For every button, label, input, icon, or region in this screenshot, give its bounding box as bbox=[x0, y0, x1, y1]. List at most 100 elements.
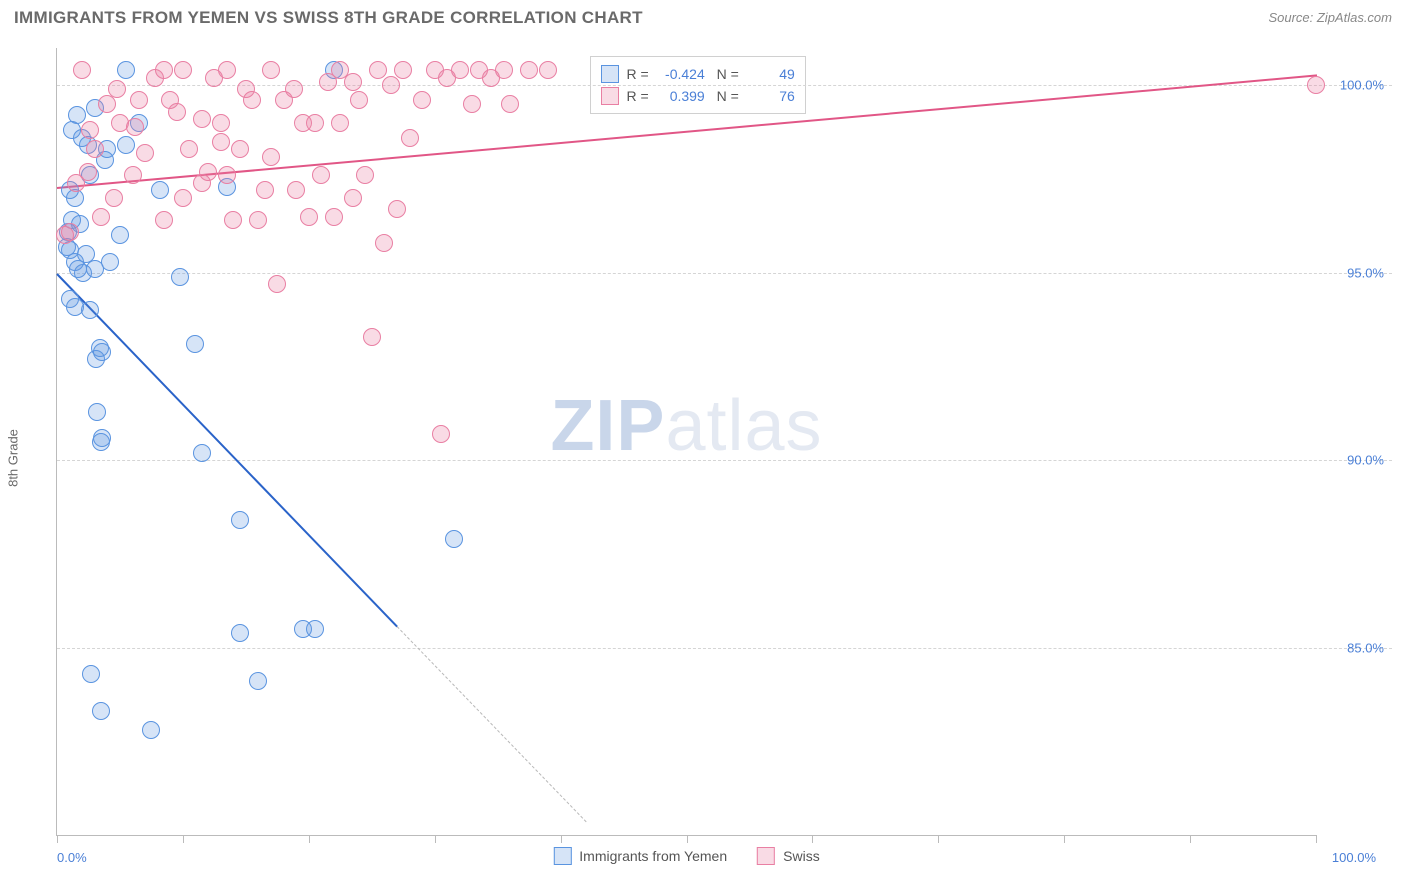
data-point-swiss bbox=[344, 73, 362, 91]
data-point-swiss bbox=[218, 166, 236, 184]
watermark-bold: ZIP bbox=[550, 386, 665, 466]
data-point-swiss bbox=[375, 234, 393, 252]
legend-item: Immigrants from Yemen bbox=[553, 847, 727, 865]
gridline-h bbox=[57, 460, 1392, 461]
data-point-yemen bbox=[306, 620, 324, 638]
data-point-swiss bbox=[205, 69, 223, 87]
data-point-swiss bbox=[224, 211, 242, 229]
data-point-yemen bbox=[231, 511, 249, 529]
data-point-yemen bbox=[249, 672, 267, 690]
data-point-yemen bbox=[231, 624, 249, 642]
x-tick bbox=[938, 835, 939, 843]
data-point-yemen bbox=[68, 106, 86, 124]
chart-container: 8th Grade ZIPatlas R =-0.424 N =49R =0.3… bbox=[14, 38, 1392, 878]
data-point-yemen bbox=[82, 665, 100, 683]
legend-item: Swiss bbox=[757, 847, 820, 865]
y-axis-label: 8th Grade bbox=[5, 429, 20, 487]
data-point-swiss bbox=[155, 211, 173, 229]
data-point-swiss bbox=[344, 189, 362, 207]
trendline-extension bbox=[397, 626, 587, 822]
data-point-swiss bbox=[501, 95, 519, 113]
x-tick bbox=[1190, 835, 1191, 843]
data-point-yemen bbox=[81, 301, 99, 319]
data-point-swiss bbox=[463, 95, 481, 113]
data-point-swiss bbox=[212, 133, 230, 151]
data-point-swiss bbox=[325, 208, 343, 226]
data-point-yemen bbox=[151, 181, 169, 199]
data-point-swiss bbox=[256, 181, 274, 199]
data-point-yemen bbox=[142, 721, 160, 739]
data-point-swiss bbox=[319, 73, 337, 91]
data-point-swiss bbox=[130, 91, 148, 109]
legend-swatch-swiss bbox=[601, 87, 619, 105]
data-point-yemen bbox=[101, 253, 119, 271]
correlation-row-yemen: R =-0.424 N =49 bbox=[601, 63, 795, 85]
x-tick bbox=[183, 835, 184, 843]
plot-area: ZIPatlas R =-0.424 N =49R =0.399 N =76 0… bbox=[56, 48, 1316, 836]
data-point-swiss bbox=[287, 181, 305, 199]
y-tick-label: 100.0% bbox=[1340, 78, 1384, 93]
data-point-swiss bbox=[413, 91, 431, 109]
data-point-swiss bbox=[56, 226, 74, 244]
data-point-swiss bbox=[363, 328, 381, 346]
data-point-swiss bbox=[108, 80, 126, 98]
n-value-yemen: 49 bbox=[747, 63, 795, 85]
gridline-h bbox=[57, 648, 1392, 649]
data-point-yemen bbox=[445, 530, 463, 548]
data-point-yemen bbox=[186, 335, 204, 353]
r-label: R = bbox=[627, 63, 649, 85]
x-tick bbox=[1316, 835, 1317, 843]
data-point-swiss bbox=[350, 91, 368, 109]
data-point-swiss bbox=[136, 144, 154, 162]
data-point-yemen bbox=[193, 444, 211, 462]
data-point-swiss bbox=[262, 148, 280, 166]
r-label: R = bbox=[627, 85, 649, 107]
y-tick-label: 95.0% bbox=[1347, 265, 1384, 280]
data-point-swiss bbox=[193, 110, 211, 128]
data-point-swiss bbox=[67, 174, 85, 192]
legend-label: Swiss bbox=[783, 848, 820, 864]
data-point-swiss bbox=[98, 95, 116, 113]
data-point-swiss bbox=[174, 61, 192, 79]
data-point-swiss bbox=[306, 114, 324, 132]
data-point-swiss bbox=[212, 114, 230, 132]
source-name: ZipAtlas.com bbox=[1317, 10, 1392, 25]
y-tick-label: 85.0% bbox=[1347, 640, 1384, 655]
data-point-swiss bbox=[126, 118, 144, 136]
data-point-swiss bbox=[146, 69, 164, 87]
data-point-swiss bbox=[394, 61, 412, 79]
r-value-yemen: -0.424 bbox=[657, 63, 705, 85]
data-point-yemen bbox=[111, 226, 129, 244]
y-tick-label: 90.0% bbox=[1347, 453, 1384, 468]
chart-title: IMMIGRANTS FROM YEMEN VS SWISS 8TH GRADE… bbox=[14, 8, 643, 28]
data-point-yemen bbox=[117, 61, 135, 79]
data-point-swiss bbox=[356, 166, 374, 184]
data-point-swiss bbox=[193, 174, 211, 192]
data-point-swiss bbox=[168, 103, 186, 121]
data-point-swiss bbox=[482, 69, 500, 87]
source-label: Source: ZipAtlas.com bbox=[1268, 9, 1392, 27]
data-point-swiss bbox=[180, 140, 198, 158]
data-point-swiss bbox=[388, 200, 406, 218]
data-point-swiss bbox=[86, 140, 104, 158]
data-point-swiss bbox=[300, 208, 318, 226]
data-point-yemen bbox=[92, 702, 110, 720]
data-point-swiss bbox=[382, 76, 400, 94]
data-point-yemen bbox=[88, 403, 106, 421]
data-point-swiss bbox=[231, 140, 249, 158]
data-point-yemen bbox=[117, 136, 135, 154]
data-point-swiss bbox=[249, 211, 267, 229]
data-point-swiss bbox=[520, 61, 538, 79]
x-tick bbox=[309, 835, 310, 843]
data-point-swiss bbox=[539, 61, 557, 79]
correlation-row-swiss: R =0.399 N =76 bbox=[601, 85, 795, 107]
data-point-swiss bbox=[92, 208, 110, 226]
legend-swatch-yemen bbox=[601, 65, 619, 83]
watermark-light: atlas bbox=[665, 386, 822, 466]
n-label: N = bbox=[713, 85, 739, 107]
series-legend: Immigrants from Yemen Swiss bbox=[553, 847, 819, 865]
x-tick bbox=[812, 835, 813, 843]
data-point-swiss bbox=[331, 114, 349, 132]
data-point-swiss bbox=[312, 166, 330, 184]
x-axis-min-label: 0.0% bbox=[57, 850, 87, 865]
